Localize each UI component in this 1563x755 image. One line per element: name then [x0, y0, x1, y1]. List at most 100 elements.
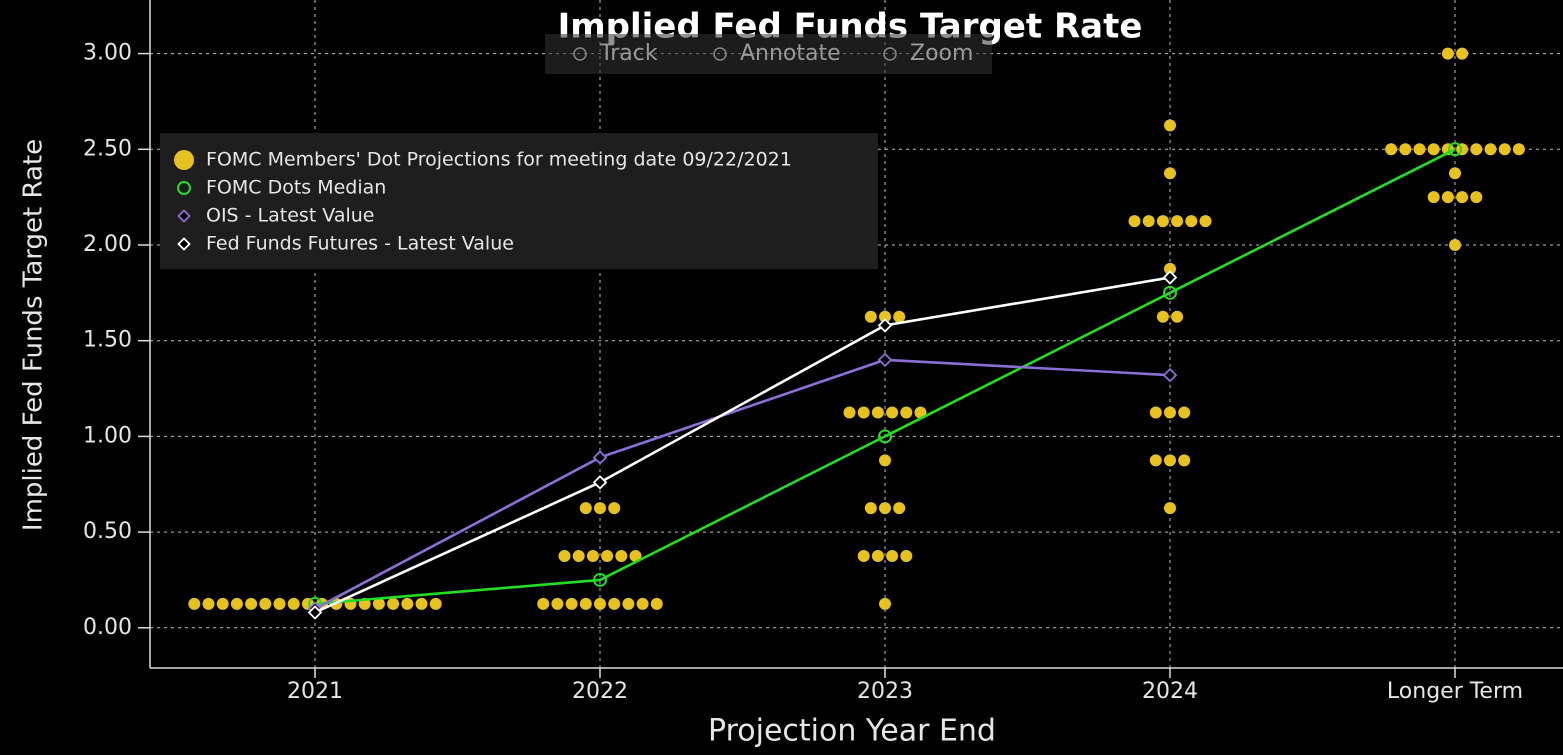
diamond-marker [877, 352, 893, 368]
dot [857, 550, 870, 563]
legend-label: FOMC Members' Dot Projections for meetin… [206, 149, 792, 171]
marks [188, 47, 1525, 620]
dot [1441, 47, 1454, 60]
diamond-marker [592, 475, 608, 490]
median-marker [878, 429, 892, 444]
dot [245, 597, 258, 610]
dot [629, 550, 642, 563]
legend-label: OIS - Latest Value [206, 205, 375, 227]
dot [1128, 215, 1141, 228]
dot [1185, 215, 1198, 228]
diamond-marker [592, 450, 608, 465]
dot [1399, 143, 1412, 156]
dot [1484, 143, 1497, 156]
dot [893, 502, 906, 515]
x-tick-label: 2023 [857, 679, 913, 704]
x-tick-label: 2021 [287, 679, 343, 704]
dot [886, 550, 899, 563]
dot [1156, 215, 1169, 228]
dot [879, 454, 891, 467]
toolbar-icon [883, 47, 897, 61]
dot [594, 597, 606, 610]
dot [1441, 191, 1454, 204]
toolbar-button[interactable]: Track [599, 41, 658, 66]
dot [871, 406, 884, 419]
dot [401, 597, 414, 610]
dot [216, 597, 229, 610]
dot [601, 550, 614, 563]
median-marker [1448, 142, 1462, 157]
dot [1199, 215, 1212, 228]
dot [650, 597, 663, 610]
x-tick-label: Longer Term [1387, 679, 1523, 704]
dot [886, 406, 899, 419]
dot [1470, 191, 1483, 204]
dot [1149, 406, 1162, 419]
dot [622, 597, 635, 610]
dot [415, 597, 428, 610]
dot [1449, 167, 1461, 180]
legend-label: Fed Funds Futures - Latest Value [206, 233, 514, 255]
legend-symbol [174, 150, 194, 170]
dot [1498, 143, 1511, 156]
dot [579, 597, 592, 610]
dot [914, 406, 927, 419]
dot [1164, 454, 1176, 467]
dot [188, 597, 201, 610]
dot [879, 597, 891, 610]
toolbar-background [545, 34, 992, 74]
dot [565, 597, 578, 610]
dot [287, 597, 300, 610]
legend-background [160, 133, 878, 269]
dot [579, 502, 592, 515]
dot [1385, 143, 1398, 156]
dot [1164, 119, 1176, 132]
diamond-marker [1162, 367, 1178, 383]
dot [1164, 262, 1176, 275]
y-tick-label: 2.50 [83, 136, 132, 161]
y-axis-title: Implied Fed Funds Target Rate [19, 139, 49, 531]
y-tick-label: 3.00 [83, 41, 132, 66]
dot [1512, 143, 1525, 156]
dot [615, 550, 628, 563]
series-line [314, 276, 1171, 614]
grid: 0.00 0.50 1.00 1.50 2.00 2.50 3.00 2021 2022 2023… [83, 0, 1563, 704]
legend-label: FOMC Dots Median [206, 177, 386, 199]
dot [1149, 454, 1162, 467]
dot [1164, 167, 1176, 180]
toolbar-button[interactable]: Zoom [910, 41, 973, 66]
toolbar: Track Annotate Zoom [545, 34, 992, 74]
x-tick-label: 2022 [572, 679, 628, 704]
dot [1171, 310, 1184, 323]
dot [900, 550, 913, 563]
x-axis-title: Projection Year End [708, 714, 996, 749]
toolbar-button[interactable]: Annotate [740, 41, 841, 66]
dot [1470, 143, 1483, 156]
diamond-marker [877, 318, 893, 333]
median-marker [1163, 285, 1177, 300]
dot [387, 597, 400, 610]
y-tick-label: 1.50 [83, 328, 132, 353]
dot [1178, 406, 1191, 419]
dot [202, 597, 215, 610]
series-line [314, 148, 1456, 606]
y-tick-label: 0.00 [83, 615, 132, 640]
dot [572, 550, 585, 563]
dot [1164, 502, 1176, 515]
dot [1449, 238, 1461, 251]
dot [1456, 47, 1469, 60]
dot [1164, 406, 1176, 419]
dot [259, 597, 272, 610]
y-tick-label: 2.00 [83, 232, 132, 257]
dot [551, 597, 564, 610]
dot [1171, 215, 1184, 228]
dot [608, 502, 621, 515]
y-tick-label: 0.50 [83, 519, 132, 544]
dot [558, 550, 571, 563]
dot [372, 597, 385, 610]
legend: FOMC Members' Dot Projections for meetin… [160, 133, 878, 269]
dot [1156, 310, 1169, 323]
dot [871, 550, 884, 563]
